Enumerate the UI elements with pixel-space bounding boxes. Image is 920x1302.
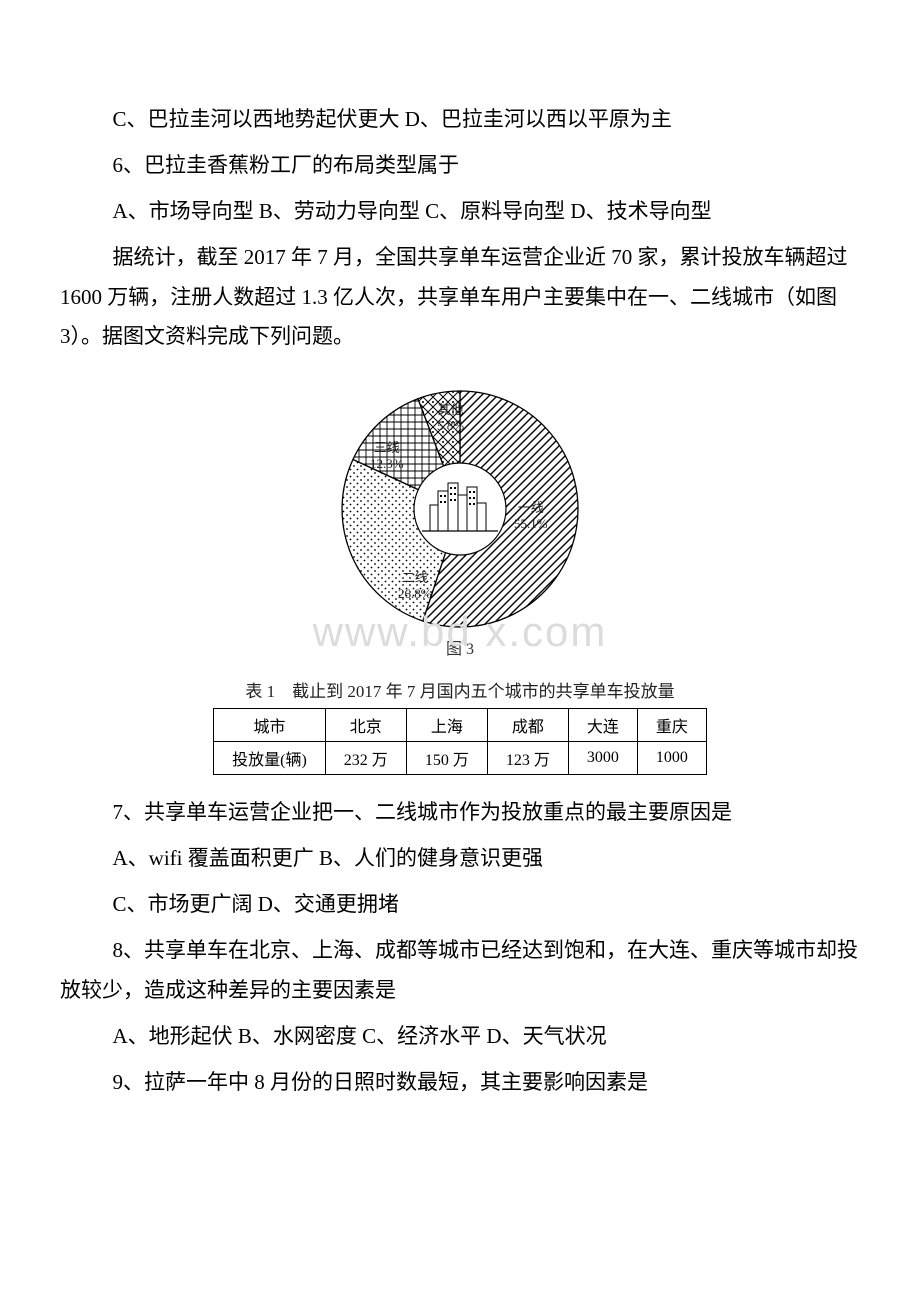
question-7-options-ab: A、wifi 覆盖面积更广 B、人们的健身意识更强 — [60, 839, 860, 879]
table-cell: 投放量(辆) — [214, 742, 326, 775]
pie-label-tier1: 一线 55.1% — [514, 497, 548, 532]
pie-label-tier2: 二线 26.8% — [398, 567, 432, 602]
question-7: 7、共享单车运营企业把一、二线城市作为投放重点的最主要原因是 — [60, 793, 860, 833]
option-line-cd: C、巴拉圭河以西地势起伏更大 D、巴拉圭河以西以平原为主 — [60, 100, 860, 140]
table-row: 城市 北京 上海 成都 大连 重庆 — [214, 709, 707, 742]
pie-label-other-pct: 5.8% — [437, 418, 464, 433]
table-bike-deployment: 城市 北京 上海 成都 大连 重庆 投放量(辆) 232 万 150 万 123… — [213, 708, 707, 775]
question-8: 8、共享单车在北京、上海、成都等城市已经达到饱和，在大连、重庆等城市却投放较少，… — [60, 931, 860, 1011]
table-header-cell: 北京 — [325, 709, 406, 742]
table-cell: 123 万 — [487, 742, 568, 775]
pie-label-tier1-pct: 55.1% — [514, 516, 548, 531]
figure-3-pie: 一线 55.1% 二线 26.8% 三线 12.3% 其他 5.8% www.b… — [60, 387, 860, 659]
question-9: 9、拉萨一年中 8 月份的日照时数最短，其主要影响因素是 — [60, 1063, 860, 1103]
passage-shared-bike: 据统计，截至 2017 年 7 月，全国共享单车运营企业近 70 家，累计投放车… — [60, 238, 860, 358]
table-header-cell: 成都 — [487, 709, 568, 742]
pie-label-tier2-name: 二线 — [402, 570, 428, 585]
table-cell: 150 万 — [406, 742, 487, 775]
pie-label-other-name: 其他 — [438, 402, 464, 417]
pie-label-tier3-name: 三线 — [374, 440, 400, 455]
table-1-caption: 表 1 截止到 2017 年 7 月国内五个城市的共享单车投放量 — [60, 677, 860, 702]
pie-label-tier2-pct: 26.8% — [398, 586, 432, 601]
table-cell: 3000 — [568, 742, 637, 775]
pie-label-tier3-pct: 12.3% — [370, 456, 404, 471]
question-8-options: A、地形起伏 B、水网密度 C、经济水平 D、天气状况 — [60, 1017, 860, 1057]
question-6-options: A、市场导向型 B、劳动力导向型 C、原料导向型 D、技术导向型 — [60, 192, 860, 232]
table-cell: 232 万 — [325, 742, 406, 775]
options-abcd-line: A、市场导向型 B、劳动力导向型 C、原料导向型 D、技术导向型 — [60, 192, 860, 232]
pie-chart: 一线 55.1% 二线 26.8% 三线 12.3% 其他 5.8% — [338, 387, 582, 631]
table-header-cell: 上海 — [406, 709, 487, 742]
table-header-cell: 重庆 — [637, 709, 706, 742]
pie-label-tier3: 三线 12.3% — [370, 437, 404, 472]
pie-label-other: 其他 5.8% — [437, 399, 464, 434]
table-cell: 1000 — [637, 742, 706, 775]
question-6: 6、巴拉圭香蕉粉工厂的布局类型属于 — [60, 146, 860, 186]
figure-3-caption: 图 3 — [60, 635, 860, 659]
pie-label-tier1-name: 一线 — [518, 500, 544, 515]
question-7-options-cd: C、市场更广阔 D、交通更拥堵 — [60, 885, 860, 925]
table-header-cell: 大连 — [568, 709, 637, 742]
table-row: 投放量(辆) 232 万 150 万 123 万 3000 1000 — [214, 742, 707, 775]
table-header-cell: 城市 — [214, 709, 326, 742]
